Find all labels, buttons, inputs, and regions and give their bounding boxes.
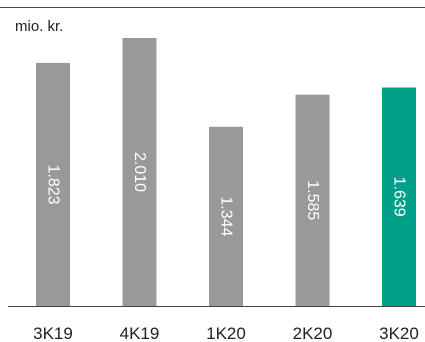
bar-2K20 <box>295 94 330 306</box>
data-label-3K19: 1.823 <box>45 164 62 204</box>
bar-3K20 <box>382 87 416 306</box>
tick-label-3K20: 3K20 <box>379 324 419 342</box>
data-label-3K20: 1.639 <box>390 177 407 217</box>
bar-3K19 <box>36 62 70 307</box>
x-tick-labels: 3K19 4K19 1K20 2K20 3K20 <box>33 324 419 342</box>
data-label-2K20: 1.585 <box>304 180 321 220</box>
bar-4K19 <box>122 38 157 306</box>
tick-label-4K19: 4K19 <box>120 324 160 342</box>
bar-1K20 <box>209 126 243 306</box>
tick-label-2K20: 2K20 <box>293 324 333 342</box>
data-label-4K19: 2.010 <box>131 152 148 192</box>
tick-label-1K20: 1K20 <box>206 324 246 342</box>
data-label-1K20: 1.344 <box>218 196 235 236</box>
unit-label: mio. kr. <box>15 18 63 35</box>
bars-layer: 1.823 2.010 1.344 1.585 1.639 <box>36 38 416 307</box>
tick-label-3K19: 3K19 <box>33 324 73 342</box>
